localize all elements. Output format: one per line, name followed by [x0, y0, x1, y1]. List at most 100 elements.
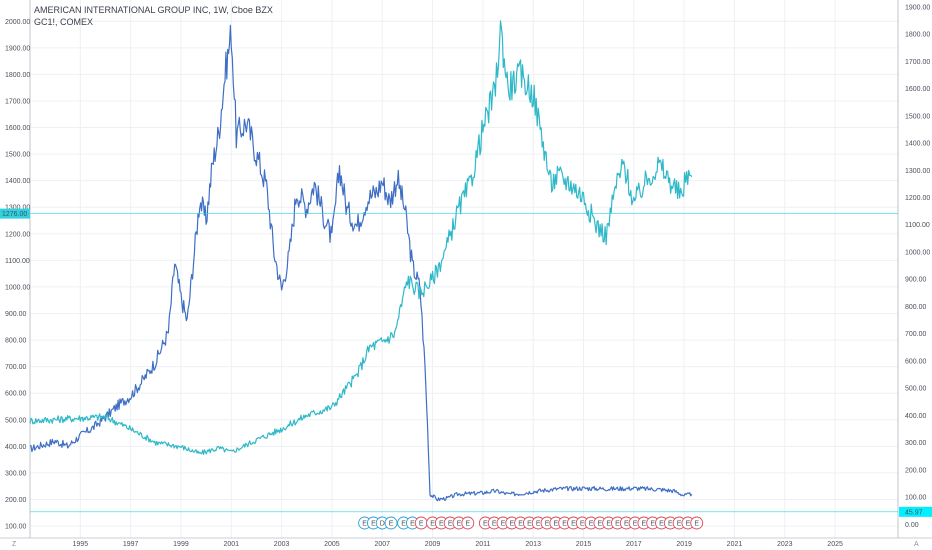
event-marker-label: E [633, 521, 638, 528]
event-marker[interactable]: E [540, 516, 554, 530]
event-marker[interactable]: E [414, 516, 428, 530]
left-y-tick-label: 1700.00 [5, 98, 30, 105]
event-marker-label: E [686, 521, 691, 528]
left-y-tick-label: 300.00 [5, 470, 27, 477]
right-y-tick-label: 400.00 [905, 413, 927, 420]
event-marker[interactable]: E [461, 516, 475, 530]
aig-price-line [29, 24, 693, 502]
series-layer [29, 20, 693, 502]
x-tick-label: 2005 [324, 541, 340, 548]
event-marker-circle [384, 516, 398, 530]
right-y-tick-label: 1000.00 [905, 249, 930, 256]
event-marker-label: E [419, 521, 424, 528]
left-y-tick-label: 600.00 [5, 391, 27, 398]
event-marker-label: E [518, 521, 523, 528]
right-y-tick-label: 1300.00 [905, 168, 930, 175]
left-y-tick-label: 1900.00 [5, 45, 30, 52]
x-tick-label: 2003 [274, 541, 290, 548]
x-tick-label: 1999 [173, 541, 189, 548]
event-marker[interactable]: E [663, 516, 677, 530]
x-tick-label: 2001 [223, 541, 239, 548]
left-y-tick-label: 200.00 [5, 497, 27, 504]
left-y-tick-label: 100.00 [5, 524, 27, 531]
event-marker-label: E [606, 521, 611, 528]
event-marker-label: E [562, 521, 567, 528]
event-marker-label: E [668, 521, 673, 528]
event-marker[interactable]: E [397, 516, 411, 530]
event-marker-label: E [659, 521, 664, 528]
aig-last-price-label: 45.97 [905, 509, 923, 516]
event-marker[interactable]: E [514, 516, 528, 530]
event-marker-label: E [580, 521, 585, 528]
event-marker[interactable]: E [384, 516, 398, 530]
right-y-tick-label: 1600.00 [905, 86, 930, 93]
event-marker-label: E [448, 521, 453, 528]
gold-last-price-label: 1276.00 [2, 211, 27, 218]
event-marker-label: E [527, 521, 532, 528]
event-marker-label: E [389, 521, 394, 528]
right-y-tick-label: 1400.00 [905, 141, 930, 148]
legend-title[interactable]: AMERICAN INTERNATIONAL GROUP INC, 1W, Cb… [34, 5, 273, 15]
right-y-tick-label: 1900.00 [905, 4, 930, 11]
x-tick-label: 2019 [676, 541, 692, 548]
right-y-tick-label: 900.00 [905, 277, 927, 284]
x-tick-label: 2023 [777, 541, 793, 548]
event-marker-label: E [624, 521, 629, 528]
corner-left-label[interactable]: Z [12, 541, 17, 548]
right-y-tick-label: 800.00 [905, 304, 927, 311]
right-y-tick-label: 600.00 [905, 358, 927, 365]
event-marker-label: E [545, 521, 550, 528]
x-tick-label: 2011 [475, 541, 490, 548]
right-y-tick-label: 500.00 [905, 386, 927, 393]
left-y-tick-label: 1000.00 [5, 284, 30, 291]
event-marker-label: E [598, 521, 603, 528]
event-marker[interactable]: E [487, 516, 501, 530]
event-marker-label: D [380, 521, 385, 528]
grid [30, 0, 898, 538]
x-tick-label: 2015 [576, 541, 592, 548]
price-labels: 1276.00 45.97 [0, 208, 932, 517]
right-y-tick-label: 1500.00 [905, 113, 930, 120]
right-y-tick-label: 700.00 [905, 331, 927, 338]
left-y-tick-label: 1300.00 [5, 205, 30, 212]
event-marker-label: E [439, 521, 444, 528]
event-marker-label: E [371, 521, 376, 528]
event-marker-label: E [650, 521, 655, 528]
chart-legend: AMERICAN INTERNATIONAL GROUP INC, 1W, Cb… [34, 4, 273, 28]
legend-compare-symbol[interactable]: GC1!, COMEX [34, 17, 94, 27]
event-marker-label: E [642, 521, 647, 528]
event-marker-label: E [677, 521, 682, 528]
left-y-tick-label: 500.00 [5, 417, 27, 424]
event-marker-label: E [509, 521, 514, 528]
x-tick-label: 2021 [727, 541, 743, 548]
right-y-tick-label: 1800.00 [905, 32, 930, 39]
event-marker-label: E [694, 521, 699, 528]
left-y-tick-label: 1200.00 [5, 231, 30, 238]
left-y-tick-label: 1500.00 [5, 152, 30, 159]
left-y-tick-label: 1400.00 [5, 178, 30, 185]
left-y-tick-label: 2000.00 [5, 19, 30, 26]
left-y-tick-label: 1600.00 [5, 125, 30, 132]
event-marker[interactable]: E [690, 516, 704, 530]
event-marker-label: E [553, 521, 558, 528]
x-tick-label: 2017 [626, 541, 642, 548]
event-marker-label: E [536, 521, 541, 528]
right-y-tick-label: 1200.00 [905, 195, 930, 202]
event-marker-label: E [615, 521, 620, 528]
right-y-tick-label: 300.00 [905, 440, 927, 447]
event-marker-label: E [483, 521, 488, 528]
event-marker-label: E [457, 521, 462, 528]
event-marker-label: E [362, 521, 367, 528]
corner-right-label[interactable]: A [914, 541, 919, 548]
event-marker-label: E [410, 521, 415, 528]
left-y-tick-label: 1800.00 [5, 72, 30, 79]
right-y-tick-label: 1100.00 [905, 222, 930, 229]
left-y-tick-label: 800.00 [5, 338, 27, 345]
gold-price-line [29, 20, 693, 455]
event-marker[interactable]: E [628, 516, 642, 530]
left-y-tick-label: 700.00 [5, 364, 27, 371]
